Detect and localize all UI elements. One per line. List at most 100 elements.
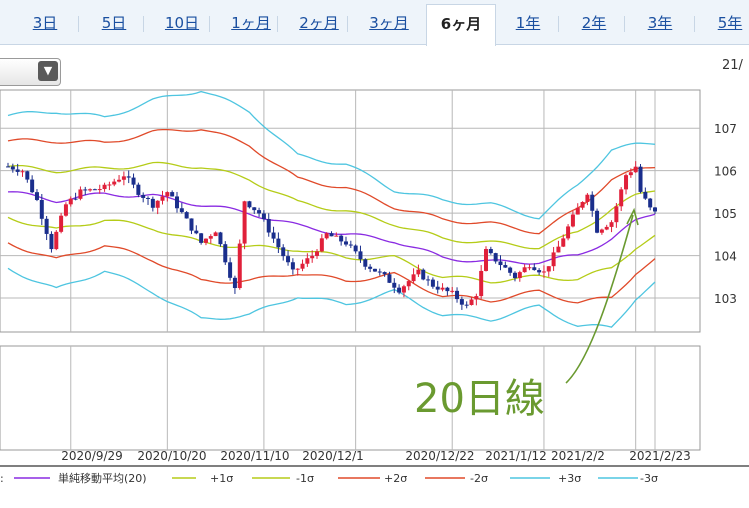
chart-legend: : 単純移動平均(20) +1σ -1σ +2σ -2σ +3σ -3σ bbox=[0, 471, 658, 485]
candlesticks bbox=[6, 161, 657, 310]
chart-grid bbox=[0, 89, 701, 451]
candle-body-26 bbox=[131, 177, 136, 185]
candle-body-116 bbox=[566, 226, 571, 239]
candle-body-28 bbox=[141, 194, 146, 198]
candle-body-112 bbox=[546, 266, 551, 272]
tab-10[interactable]: 3年 bbox=[647, 14, 673, 32]
y-tick-label-2: 105 bbox=[714, 207, 737, 221]
tab-1[interactable]: 3日 bbox=[32, 14, 58, 32]
candle-body-49 bbox=[242, 201, 247, 244]
candle-body-104 bbox=[508, 267, 513, 273]
candle-body-60 bbox=[295, 268, 300, 270]
candle-body-120 bbox=[585, 194, 590, 203]
annotation-arrow bbox=[565, 214, 634, 384]
candle-body-35 bbox=[174, 196, 179, 209]
candle-body-88 bbox=[430, 279, 435, 287]
candle-body-119 bbox=[580, 202, 585, 208]
tab-separator bbox=[558, 16, 559, 32]
candle-body-11 bbox=[59, 215, 64, 232]
legend-label-5: +3σ bbox=[558, 472, 581, 485]
candle-body-15 bbox=[78, 189, 83, 199]
y-tick-label-3: 106 bbox=[714, 165, 737, 179]
minus-1-sigma-line bbox=[7, 216, 656, 284]
y-tick-label-4: 107 bbox=[714, 122, 737, 136]
tab-2[interactable]: 5日 bbox=[101, 14, 127, 32]
tab-separator bbox=[209, 16, 210, 32]
candle-body-103 bbox=[503, 265, 508, 268]
candle-body-33 bbox=[165, 192, 170, 197]
candle-body-22 bbox=[112, 181, 117, 185]
candle-body-96 bbox=[469, 299, 474, 305]
candle-body-1 bbox=[10, 166, 15, 170]
candle-body-87 bbox=[426, 279, 431, 281]
candle-body-129 bbox=[628, 172, 633, 176]
tab-4[interactable]: 1ヶ月 bbox=[231, 14, 271, 32]
tab-5[interactable]: 2ヶ月 bbox=[299, 14, 339, 32]
annotation-20day-label: 20日線 bbox=[414, 376, 545, 422]
candle-body-8 bbox=[44, 218, 49, 234]
candle-body-100 bbox=[488, 249, 493, 254]
tab-11[interactable]: 5年 bbox=[717, 14, 743, 32]
tab-separator bbox=[694, 16, 695, 32]
candle-body-130 bbox=[633, 166, 638, 173]
tab-separator bbox=[277, 16, 278, 32]
annotation-group: 20日線 bbox=[414, 207, 639, 422]
x-tick-label-7: 2021/2/23 bbox=[629, 449, 691, 463]
legend-label-1: +1σ bbox=[210, 472, 233, 485]
annotation-arrowhead bbox=[626, 207, 639, 226]
tab-7[interactable]: 6ヶ月 bbox=[426, 4, 496, 46]
indicator-panel-border bbox=[0, 345, 701, 451]
plus-1-sigma-line bbox=[7, 161, 656, 250]
candle-body-122 bbox=[595, 210, 600, 233]
candle-body-95 bbox=[464, 304, 469, 306]
x-tick-label-5: 2021/1/12 bbox=[485, 449, 547, 463]
candle-body-4 bbox=[25, 171, 30, 180]
candle-body-17 bbox=[88, 189, 93, 191]
candle-body-123 bbox=[599, 229, 604, 233]
candle-body-37 bbox=[184, 212, 189, 219]
latest-date-label: 21/ bbox=[722, 58, 743, 73]
x-tick-label-1: 2020/10/20 bbox=[137, 449, 206, 463]
candle-body-48 bbox=[237, 243, 242, 289]
candle-body-133 bbox=[648, 198, 653, 208]
candle-body-31 bbox=[155, 200, 160, 208]
candle-body-67 bbox=[329, 233, 334, 237]
tab-separator bbox=[143, 16, 144, 32]
candle-body-52 bbox=[257, 210, 262, 214]
candle-body-109 bbox=[532, 267, 537, 271]
candle-body-79 bbox=[387, 274, 392, 283]
tab-6[interactable]: 3ヶ月 bbox=[369, 14, 409, 32]
candle-body-29 bbox=[146, 197, 151, 199]
tab-3[interactable]: 10日 bbox=[164, 14, 200, 32]
candle-body-83 bbox=[406, 281, 411, 287]
chart-type-dropdown[interactable]: ▼ bbox=[0, 58, 61, 86]
candle-body-36 bbox=[179, 208, 184, 213]
dropdown-arrow-icon[interactable]: ▼ bbox=[38, 61, 58, 81]
candle-body-34 bbox=[170, 192, 175, 197]
candle-body-16 bbox=[83, 189, 88, 191]
candle-body-23 bbox=[117, 179, 122, 182]
candle-body-45 bbox=[223, 244, 228, 263]
candle-body-18 bbox=[92, 189, 97, 191]
tab-8[interactable]: 1年 bbox=[515, 14, 541, 32]
candle-body-55 bbox=[271, 232, 276, 239]
candle-body-56 bbox=[276, 238, 281, 248]
plus-3-sigma-line bbox=[7, 90, 656, 220]
x-tick-label-6: 2021/2/2 bbox=[551, 449, 605, 463]
candle-body-101 bbox=[493, 253, 498, 262]
candle-body-99 bbox=[484, 249, 489, 271]
candle-body-126 bbox=[614, 206, 619, 223]
price-panel-border bbox=[0, 89, 701, 333]
chart-axes: 103 104 105 106 107 2020/9/29 2020/10/20 2020/1… bbox=[0, 122, 749, 467]
candle-body-30 bbox=[150, 198, 155, 208]
x-tick-label-3: 2020/12/1 bbox=[302, 449, 364, 463]
candle-body-82 bbox=[401, 286, 406, 293]
candle-body-61 bbox=[300, 263, 305, 269]
candle-body-107 bbox=[522, 267, 527, 273]
legend-label-6: -3σ bbox=[640, 472, 658, 485]
tab-9[interactable]: 2年 bbox=[581, 14, 607, 32]
candle-body-75 bbox=[368, 266, 373, 269]
candle-body-39 bbox=[194, 230, 199, 234]
candle-body-41 bbox=[203, 238, 208, 243]
candle-body-6 bbox=[34, 192, 39, 201]
